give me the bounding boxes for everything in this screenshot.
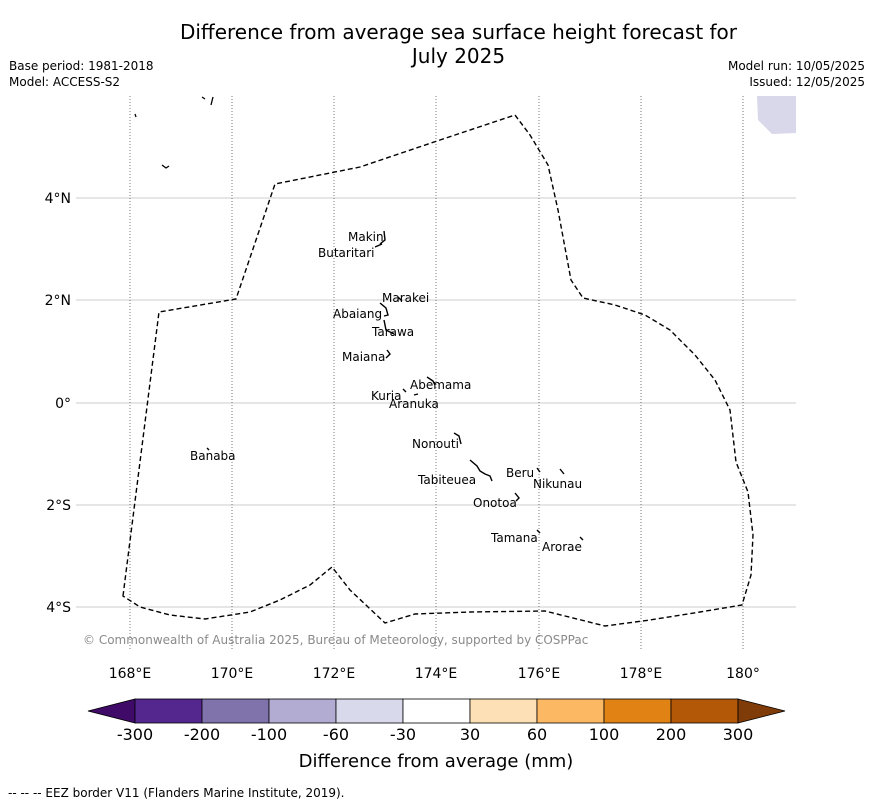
cb-tick-60: 60 [527,725,547,744]
cb-tick-30: 30 [460,725,480,744]
label-beru: Beru [506,466,534,480]
colorbar-bin-2 [201,698,270,724]
label-tamana: Tamana [490,531,538,545]
colorbar-bin-1 [134,698,203,724]
label-nonouti: Nonouti [412,437,459,451]
islet-3 [161,164,170,169]
colorbar-bin-6 [469,698,538,724]
cb-tick-m300: -300 [117,725,153,744]
label-tarawa: Tarawa [371,325,414,339]
lat-tick-4s: 4°S [46,600,71,616]
label-onotoa: Onotoa [473,496,517,510]
eez-footnote: -- -- -- EEZ border V11 (Flanders Marine… [8,786,345,800]
islet-1 [134,113,137,118]
label-tabiteuea: Tabiteuea [417,473,476,487]
island-coastlines [206,230,584,541]
title-line-1: Difference from average sea surface heig… [179,20,738,44]
copyright-text: © Commonwealth of Australia 2025, Bureau… [83,633,588,647]
model-name: Model: ACCESS-S2 [9,75,121,89]
label-butaritari: Butaritari [318,246,375,260]
island-tarawa [383,319,395,335]
colorbar-bin-7 [536,698,605,724]
lon-tick-178e: 178°E [620,666,663,682]
island-abemama [426,376,436,386]
lon-tick-172e: 172°E [313,666,356,682]
meta-right: Model run: 10/05/2025 Issued: 12/05/2025 [728,58,865,90]
eez-border [122,114,754,627]
lat-tick-4n: 4°N [45,191,71,207]
label-banaba: Banaba [190,449,236,463]
label-aranuka: Aranuka [389,397,439,411]
cb-tick-m200: -200 [184,725,220,744]
label-makin: Makin [348,230,384,244]
cb-tick-300: 300 [723,725,754,744]
island-beru [536,467,541,473]
label-kuria: Kuria [371,389,402,403]
lon-tick-170e: 170°E [211,666,254,682]
colorbar-bin-4 [335,698,404,724]
colorbar-extend-high [737,698,786,724]
islet-2 [201,96,214,106]
title-line-2: July 2025 [411,44,506,68]
colorbar-bin-9 [670,698,739,724]
island-onotoa [514,492,520,502]
lat-tick-2s: 2°S [46,498,71,514]
lat-tick-labels: 4°N 2°N 0° 2°S 4°S [45,191,72,616]
island-tamana [536,529,541,534]
label-abaiang: Abaiang [333,307,382,321]
lon-tick-labels: 168°E 170°E 172°E 174°E 176°E 178°E 180° [109,666,760,682]
cb-tick-100: 100 [589,725,620,744]
cb-tick-m30: -30 [390,725,416,744]
coastline-fragments [134,96,214,169]
island-labels: Makin Butaritari Marakei Abaiang Tarawa … [190,230,582,554]
colorbar-bin-8 [603,698,672,724]
base-period: Base period: 1981-2018 [9,59,154,73]
cb-tick-m100: -100 [251,725,287,744]
colorbar [87,698,786,724]
lon-tick-176e: 176°E [518,666,561,682]
island-arorae [579,536,584,541]
lon-tick-174e: 174°E [415,666,458,682]
colorbar-bin-5 [402,698,471,724]
colorbar-extend-low [87,698,136,724]
meta-left: Base period: 1981-2018 Model: ACCESS-S2 [9,58,154,90]
island-marakei [397,296,403,302]
island-banaba [206,447,210,451]
label-marakei: Marakei [382,291,429,305]
map-title: Difference from average sea surface heig… [120,20,797,68]
lat-tick-2n: 2°N [45,293,71,309]
island-nonouti [453,432,462,445]
island-nikunau [559,468,565,475]
label-nikunau: Nikunau [533,477,582,491]
lat-tick-0: 0° [55,396,71,412]
colorbar-label: Difference from average (mm) [299,751,574,772]
island-butaritari [374,243,383,248]
cb-tick-m60: -60 [323,725,349,744]
island-maiana [385,349,391,359]
island-kuria-aranuka [402,388,419,396]
colorbar-bin-3 [268,698,337,724]
island-makin [379,230,386,245]
issued-date: Issued: 12/05/2025 [749,75,865,89]
lon-gridlines [129,96,744,650]
lon-tick-168e: 168°E [109,666,152,682]
island-abaiang [379,302,389,317]
model-run: Model run: 10/05/2025 [727,59,865,73]
cb-tick-200: 200 [656,725,687,744]
label-arorae: Arorae [542,540,582,554]
colorbar-tick-labels: -300 -200 -100 -60 -30 30 60 100 200 300 [117,725,753,744]
label-maiana: Maiana [342,350,385,364]
label-abemama: Abemama [410,378,471,392]
forecast-cell [757,96,796,134]
lon-tick-180: 180° [726,666,760,682]
island-tabiteuea [469,459,493,482]
